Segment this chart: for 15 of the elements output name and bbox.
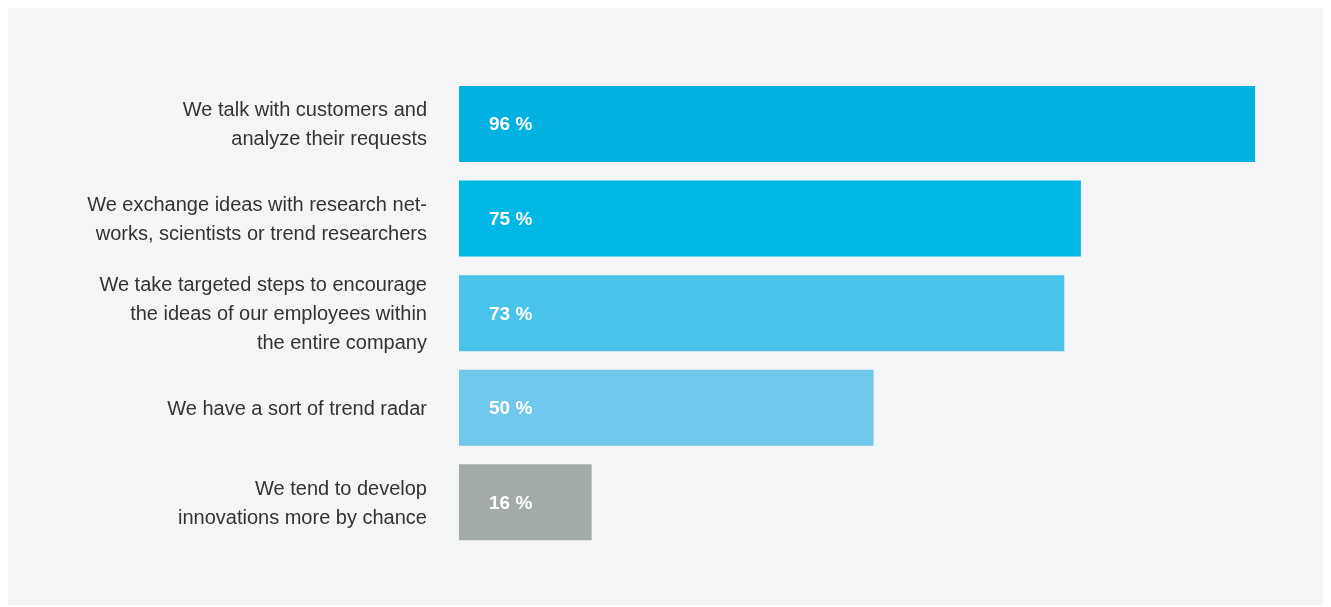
data-label: 50 % xyxy=(489,397,533,419)
bar xyxy=(459,369,874,446)
data-label: 16 % xyxy=(489,491,533,513)
y-tick-label: We exchange ideas with research net- works, scientists or trend researchers xyxy=(87,192,427,244)
data-label: 96 % xyxy=(489,113,533,135)
bar xyxy=(459,180,1081,257)
y-tick-label: We take targeted steps to encourage the ideas of our employees within the entire company xyxy=(99,273,427,353)
bar xyxy=(459,85,1255,162)
data-label: 73 % xyxy=(489,302,533,324)
bar xyxy=(459,275,1065,352)
y-tick-label: We have a sort of trend radar xyxy=(167,396,428,419)
y-tick-label: We tend to develop innovations more by chance xyxy=(177,476,427,528)
y-tick-label: We talk with customers and analyze their requests xyxy=(182,98,427,150)
bar xyxy=(459,464,592,541)
data-label: 75 % xyxy=(489,208,533,230)
